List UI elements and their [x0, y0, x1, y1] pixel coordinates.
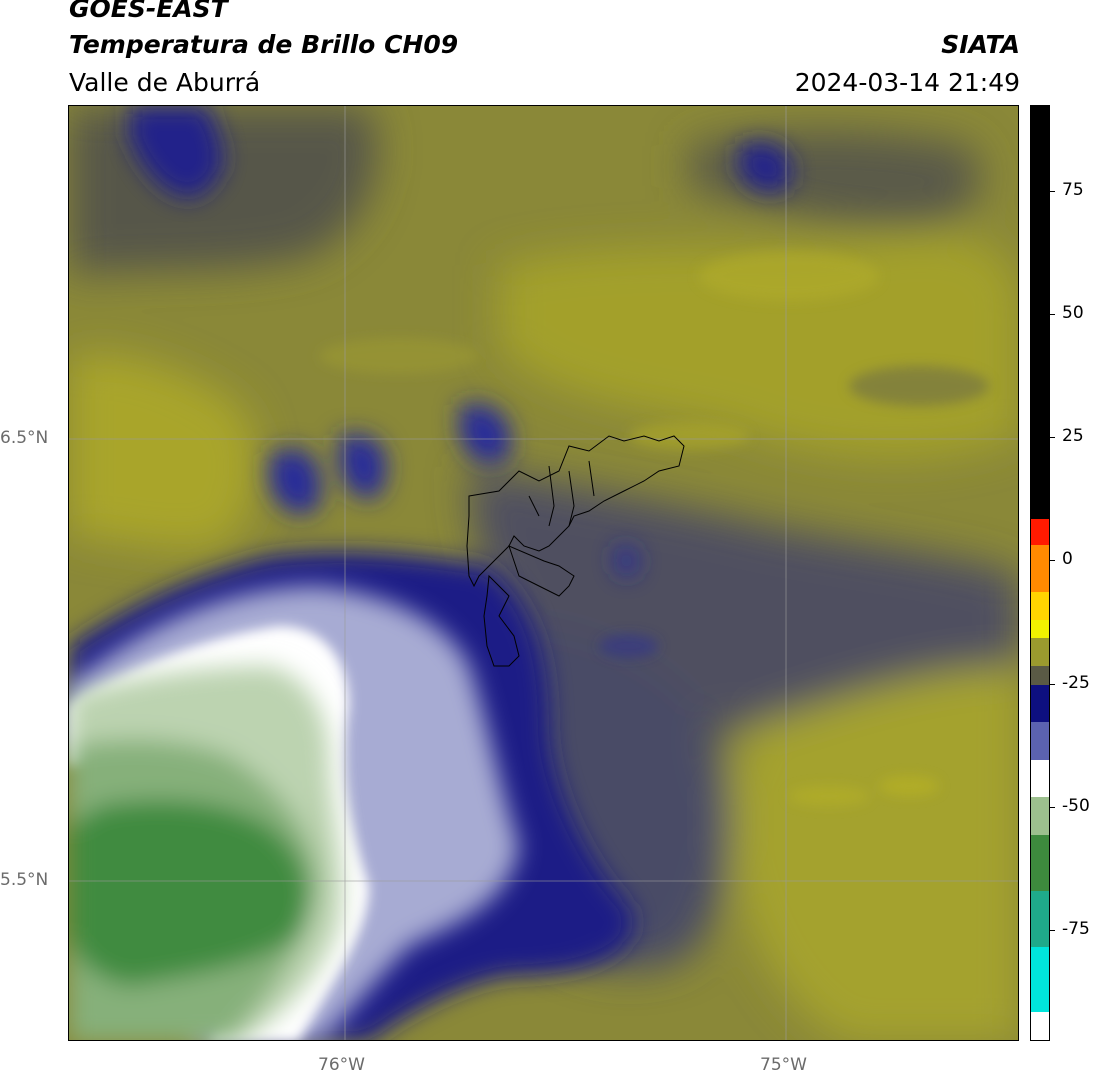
region-label: Valle de Aburrá	[69, 68, 261, 97]
colorbar-label: -25	[1062, 673, 1090, 693]
colorbar-segment	[1031, 518, 1049, 546]
colorbar-tick	[1049, 930, 1055, 931]
boundary-south	[508, 545, 575, 597]
lat-label: 6.5°N	[0, 428, 49, 448]
colorbar-segment	[1031, 638, 1049, 667]
colorbar-tick	[1049, 684, 1055, 685]
colorbar-label: 50	[1062, 303, 1084, 323]
boundary-north	[466, 435, 685, 588]
lat-label: 5.5°N	[0, 870, 49, 890]
colorbar-label: -75	[1062, 919, 1090, 939]
colorbar-segment	[1031, 890, 1049, 948]
map-panel	[68, 105, 1019, 1041]
organization-label: SIATA	[941, 30, 1020, 59]
brightness-temperature-map	[69, 106, 1018, 1040]
colorbar	[1030, 105, 1050, 1041]
graticule	[69, 106, 1018, 1040]
colorbar-tick	[1049, 314, 1055, 315]
boundary-valley	[483, 574, 520, 667]
lon-label: 76°W	[318, 1055, 365, 1075]
coldest-green-zone	[69, 666, 342, 1040]
colorbar-segment	[1031, 685, 1049, 723]
colorbar-segment	[1031, 759, 1049, 798]
texture-blobs	[319, 251, 989, 806]
title-satellite: GOES-EAST	[69, 0, 228, 23]
municipal-boundaries	[466, 435, 685, 667]
colorbar-label: 75	[1062, 180, 1084, 200]
colorbar-segment	[1031, 946, 1049, 1013]
colorbar-segment	[1031, 619, 1049, 639]
boundary-internal	[528, 460, 595, 527]
colorbar-label: -50	[1062, 796, 1090, 816]
colorbar-segment	[1031, 722, 1049, 761]
lon-label: 75°W	[760, 1055, 807, 1075]
colorbar-segment	[1031, 834, 1049, 892]
colorbar-tick	[1049, 437, 1055, 438]
colorbar-tick	[1049, 807, 1055, 808]
colorbar-segment	[1031, 591, 1049, 621]
colorbar-label: 0	[1062, 549, 1073, 569]
colorbar-tick	[1049, 191, 1055, 192]
colorbar-segment	[1031, 797, 1049, 836]
colorbar-segment	[1031, 666, 1049, 686]
colorbar-segment	[1031, 106, 1049, 520]
datetime-label: 2024-03-14 21:49	[794, 68, 1020, 97]
colorbar-tick	[1049, 560, 1055, 561]
colorbar-segment	[1031, 1011, 1049, 1040]
title-product: Temperatura de Brillo CH09	[69, 30, 459, 59]
colorbar-label: 25	[1062, 426, 1084, 446]
colorbar-segment	[1031, 544, 1049, 593]
